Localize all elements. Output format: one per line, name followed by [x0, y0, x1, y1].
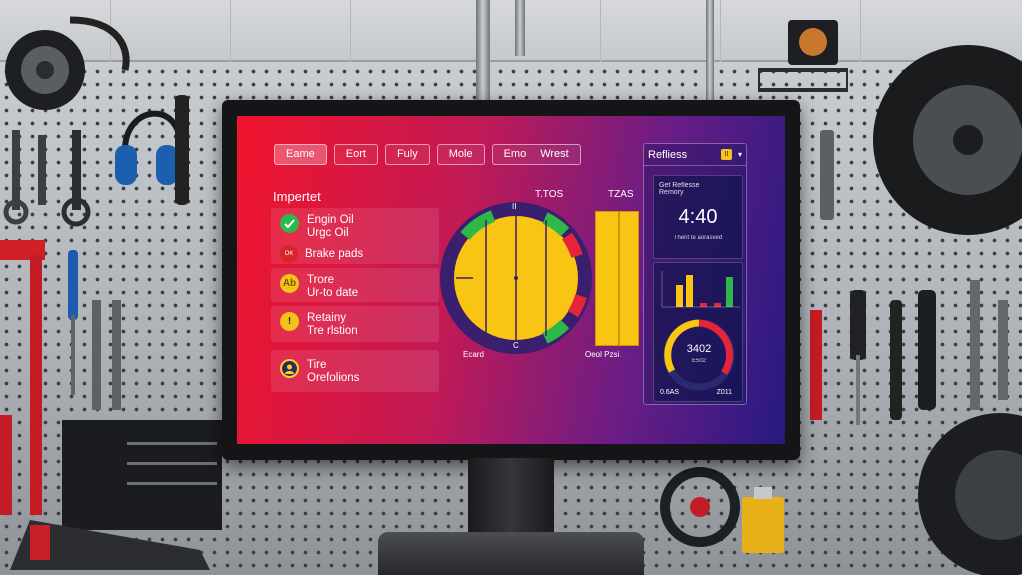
wall-pipe — [476, 0, 490, 100]
item-title: Engin Oil — [307, 214, 354, 226]
item-subtitle: Tre rlstion — [307, 325, 358, 337]
gauge-tick-bottom: C — [513, 341, 519, 350]
tab-eame[interactable]: Eame — [274, 144, 327, 165]
list-item-tire[interactable]: Tire Orefolions — [271, 350, 439, 392]
headphones-icon — [5, 16, 130, 110]
socket-wrench-icon — [918, 280, 1008, 410]
status-badge: Ab — [280, 274, 299, 293]
gauge-dial — [440, 202, 592, 354]
oil-canister-icon — [742, 487, 784, 553]
brake-pads-row: OK Brake pads — [280, 245, 431, 263]
mini-bar-chart — [661, 271, 740, 308]
tab-emo-wrest[interactable]: Emo Wrest — [491, 144, 581, 165]
footer-right: Z011 — [716, 389, 732, 396]
chart-bar — [686, 275, 693, 307]
item-subtitle: Orefolions — [307, 372, 360, 384]
stats-card: 3402 E502 0.6AS Z011 — [653, 262, 743, 402]
headset-icon — [115, 95, 189, 205]
item-subtitle: Urgc Oil — [307, 227, 349, 239]
chart-bar — [700, 303, 707, 307]
chart-bar — [726, 277, 733, 307]
tire-icon — [873, 45, 1022, 235]
sub-item-label: Brake pads — [305, 247, 364, 260]
item-title: Retainy — [307, 312, 346, 324]
dashboard-screen: Eame Eort Fuly Mole Emo Wrest Impertet E… — [237, 116, 785, 444]
bar-label: TZAS — [608, 189, 634, 200]
tire-icon — [918, 413, 1022, 575]
speaker-icon — [758, 20, 848, 92]
side-panel: Refliess II ▾ Get Reflesse Remory 4:40 T… — [643, 143, 747, 405]
screwdriver-icon — [810, 130, 902, 425]
tab-bar: Eame Eort Fuly Mole Emo Wrest — [274, 144, 581, 165]
gauge-label-top-left: T.TOS — [535, 189, 564, 200]
tab-wrest-label: Wrest — [540, 148, 569, 160]
side-panel-header[interactable]: Refliess II ▾ — [644, 144, 746, 166]
level-bar — [595, 211, 639, 346]
list-item-trore[interactable]: Ab Trore Ur-to date — [271, 268, 439, 302]
main-gauge: T.TOS II C Ecard — [435, 189, 595, 366]
wrench-icon — [3, 130, 91, 227]
item-title: Tire — [307, 359, 327, 371]
chart-bar — [714, 303, 721, 307]
wall-pipe — [706, 0, 714, 100]
clock-card: Get Reflesse Remory 4:40 Thent te aorasv… — [653, 175, 743, 259]
tab-mole[interactable]: Mole — [436, 144, 485, 165]
monitor-base — [378, 532, 644, 575]
check-icon — [280, 214, 299, 233]
tab-emo-label: Emo — [503, 148, 527, 160]
wall-top-panel — [0, 0, 1022, 62]
panel-title: Impertet — [273, 189, 321, 204]
tool-cabinet-icon — [62, 420, 222, 530]
chevron-down-icon[interactable]: ▾ — [737, 150, 742, 159]
clock-caption: Get Reflesse — [659, 182, 700, 189]
meter-value: 3402 — [686, 343, 712, 355]
item-subtitle: Ur-to date — [307, 287, 359, 299]
status-badge: OK — [280, 245, 298, 263]
notification-badge: II — [721, 149, 732, 160]
gauge-label-bottom-right: Oeol Pzsi — [585, 350, 620, 359]
pliers-icon — [68, 250, 121, 410]
side-panel-title: Refliess — [648, 149, 688, 161]
cable-reel-icon — [660, 467, 740, 547]
warning-icon: ! — [280, 312, 299, 331]
clock-caption-sub: Remory — [659, 189, 684, 196]
list-item-retainy[interactable]: ! Retainy Tre rlstion — [271, 306, 439, 342]
radial-meter — [663, 319, 735, 391]
clock-note: Thent te aorasved — [673, 235, 723, 241]
floor-jack-icon — [10, 520, 210, 570]
gauge-label-bottom-left: Ecard — [463, 350, 484, 359]
tab-eort[interactable]: Eort — [333, 144, 378, 165]
avatar-icon — [280, 359, 299, 378]
list-item-engine-oil[interactable]: Engin Oil Urgc Oil OK Brake pads — [271, 208, 439, 264]
item-title: Trore — [307, 274, 335, 286]
maintenance-list: Engin Oil Urgc Oil OK Brake pads Ab Tror… — [271, 208, 439, 396]
footer-left: 0.6AS — [660, 389, 680, 396]
meter-sub: E502 — [691, 358, 706, 364]
wall-pipe — [515, 0, 525, 56]
level-bar-divider — [618, 211, 620, 346]
clock-time: 4:40 — [678, 206, 718, 228]
gauge-tick-top: II — [512, 202, 517, 211]
tab-fuly[interactable]: Fuly — [384, 144, 430, 165]
chart-bar — [676, 285, 683, 307]
jack-stand-icon — [0, 240, 45, 515]
